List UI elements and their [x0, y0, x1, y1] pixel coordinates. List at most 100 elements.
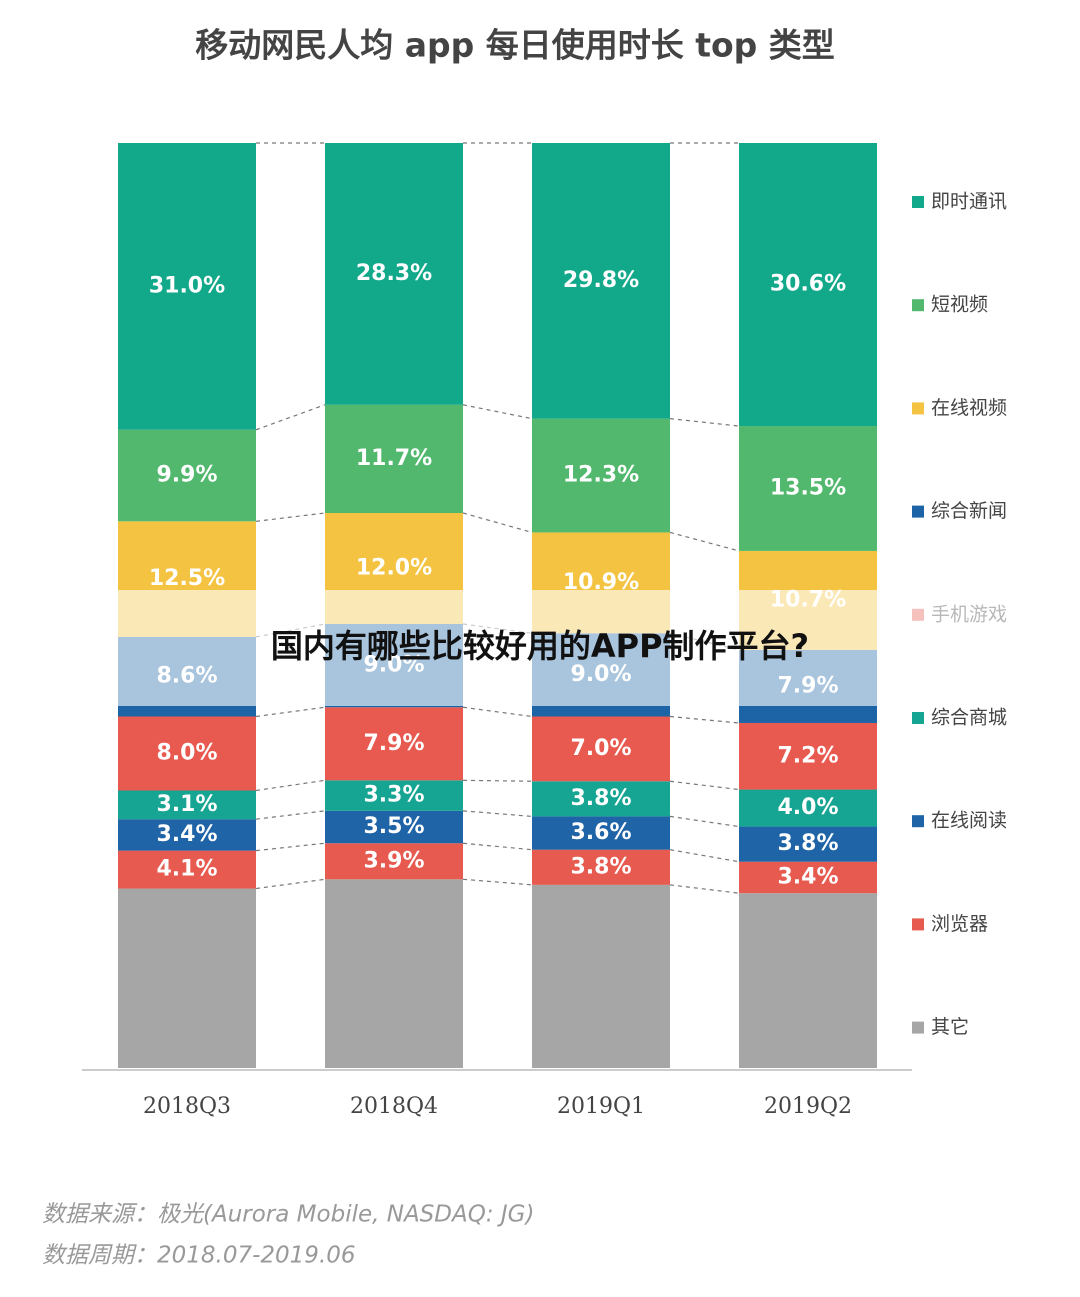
data-label: 11.7% — [356, 446, 432, 471]
connector — [669, 815, 740, 828]
legend-swatch — [912, 1021, 924, 1034]
connector — [462, 842, 533, 851]
bar-segment — [739, 893, 877, 1068]
bar-segment — [532, 716, 670, 782]
data-label: 31.0% — [149, 273, 225, 298]
source: 数据来源：极光(Aurora Mobile, NASDAQ: JG) — [42, 1202, 534, 1228]
bar-segment — [532, 781, 670, 817]
connector — [462, 512, 533, 534]
x-tick-label: 2019Q1 — [557, 1094, 645, 1119]
bar-segment — [739, 426, 877, 551]
data-label: 30.6% — [770, 272, 846, 297]
connector — [462, 878, 533, 886]
data-label: 3.4% — [156, 822, 217, 847]
bar-segment — [325, 879, 463, 1068]
x-tick-label: 2018Q4 — [350, 1094, 438, 1119]
connector — [255, 842, 326, 852]
data-label: 28.3% — [356, 261, 432, 286]
data-label: 9.9% — [156, 463, 217, 488]
chart-title: 移动网民人均 app 每日使用时长 top 类型 — [195, 26, 835, 65]
data-label: 3.6% — [570, 820, 631, 845]
legend-swatch — [912, 402, 924, 415]
data-label: 12.5% — [149, 566, 225, 591]
legend-swatch — [912, 505, 924, 518]
legend-swatch — [912, 815, 924, 828]
connector — [255, 810, 326, 820]
connector — [669, 531, 740, 552]
bar-segment — [325, 843, 463, 880]
connector — [255, 512, 326, 522]
data-label: 3.3% — [363, 783, 424, 808]
legend-swatch — [912, 299, 924, 312]
legend-swatch — [912, 712, 924, 724]
connector — [255, 878, 326, 890]
bar-segment — [532, 849, 670, 885]
legend-label: 综合商城 — [931, 707, 1007, 729]
data-label: 4.1% — [156, 857, 217, 882]
bar-segment — [532, 816, 670, 850]
bar-segment — [118, 716, 256, 791]
connector — [669, 715, 740, 724]
x-tick-label: 2018Q3 — [143, 1094, 231, 1119]
data-label: 7.9% — [363, 731, 424, 756]
bar-segment — [325, 780, 463, 811]
connector — [462, 810, 533, 817]
data-label: 4.0% — [777, 795, 838, 820]
bar-segment — [325, 707, 463, 781]
data-label: 29.8% — [563, 268, 639, 293]
bar-segment — [118, 790, 256, 820]
legend-label: 浏览器 — [931, 913, 988, 935]
overlay-text: 国内有哪些比较好用的APP制作平台? — [271, 627, 809, 665]
bar-segment — [739, 826, 877, 862]
connector — [669, 849, 740, 863]
data-label: 13.5% — [770, 475, 846, 500]
bar-segment — [118, 888, 256, 1068]
bar-segment — [118, 143, 256, 430]
data-label: 3.8% — [570, 854, 631, 879]
bar-segment — [118, 850, 256, 889]
bar-segment — [739, 861, 877, 894]
bar-segment — [739, 143, 877, 427]
data-label: 3.9% — [363, 848, 424, 873]
connector — [462, 706, 533, 718]
data-label: 3.1% — [156, 792, 217, 817]
connector — [669, 884, 740, 894]
x-tick-label: 2019Q2 — [764, 1094, 852, 1119]
legend-swatch — [912, 196, 924, 208]
connector — [255, 706, 326, 718]
connector — [669, 780, 740, 791]
bar-segment — [118, 819, 256, 851]
legend-label: 在线视频 — [931, 397, 1007, 419]
bar-segment — [532, 143, 670, 419]
legend-label: 短视频 — [931, 294, 988, 316]
connector — [462, 404, 533, 420]
legend-label: 其它 — [931, 1016, 969, 1038]
data-label: 12.3% — [563, 463, 639, 488]
data-label: 7.0% — [570, 736, 631, 761]
data-label: 7.2% — [777, 743, 838, 768]
bar-segment — [532, 884, 670, 1068]
legend-label: 综合新闻 — [931, 500, 1007, 522]
bar-segment — [739, 722, 877, 790]
bar-segment — [325, 810, 463, 844]
data-label: 3.8% — [570, 786, 631, 811]
bar-segment — [325, 143, 463, 405]
data-label: 3.4% — [777, 864, 838, 889]
bar-segment — [325, 404, 463, 513]
legend-label: 即时通讯 — [931, 191, 1007, 213]
bar-segment — [118, 429, 256, 522]
connector — [255, 779, 326, 792]
data-label: 3.5% — [363, 814, 424, 839]
period: 数据周期：2018.07-2019.06 — [42, 1243, 356, 1269]
legend-label: 在线阅读 — [931, 810, 1007, 832]
overlay-band — [0, 590, 1080, 706]
data-label: 8.0% — [156, 741, 217, 766]
data-label: 3.8% — [777, 831, 838, 856]
connector — [462, 779, 533, 782]
connector — [669, 418, 740, 427]
legend-swatch — [912, 918, 924, 931]
bar-segment — [532, 418, 670, 533]
bar-segment — [739, 789, 877, 827]
connector — [255, 404, 326, 431]
